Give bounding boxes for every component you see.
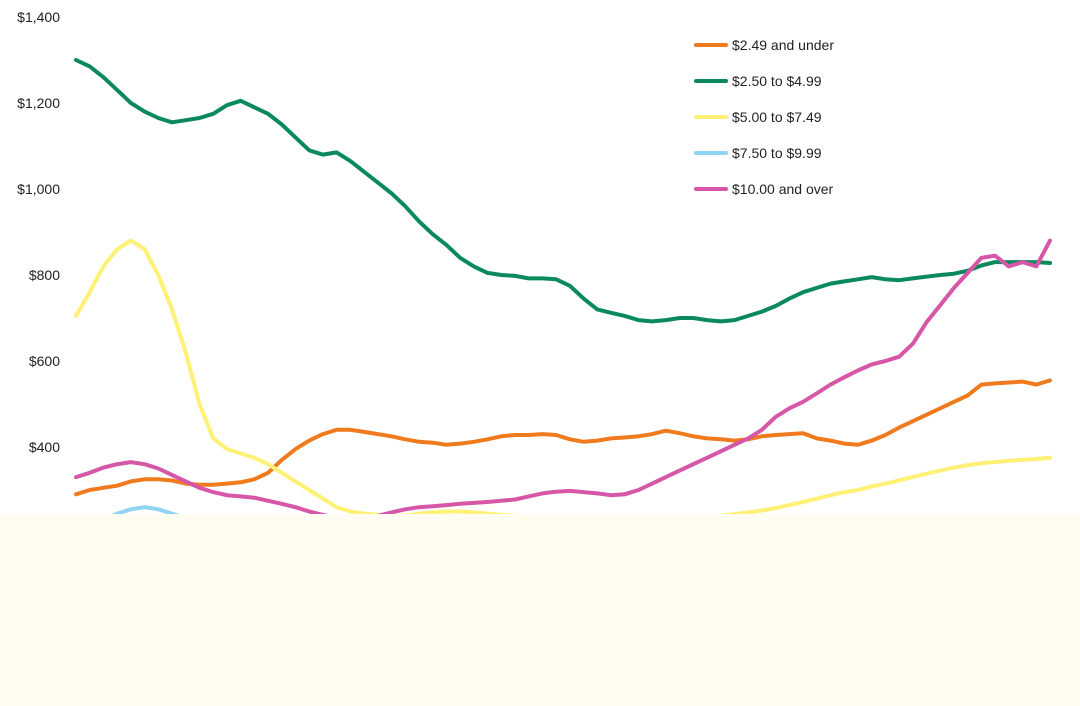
y-tick-label: $1,400 bbox=[17, 9, 60, 25]
series-line-1 bbox=[74, 378, 1052, 497]
y-tick-label: $1,000 bbox=[17, 181, 60, 197]
cropped-overlay bbox=[0, 514, 1080, 706]
y-tick-label: $800 bbox=[29, 267, 60, 283]
series-line-5 bbox=[74, 238, 1052, 523]
y-tick-label: $1,200 bbox=[17, 95, 60, 111]
series-line-2 bbox=[74, 58, 1052, 324]
legend-label: $2.49 and under bbox=[732, 37, 834, 53]
legend-label: $5.00 to $7.49 bbox=[732, 109, 822, 125]
y-tick-label: $400 bbox=[29, 439, 60, 455]
plot-area bbox=[74, 58, 1052, 585]
legend-label: $10.00 and over bbox=[732, 181, 834, 197]
legend-label: $2.50 to $4.99 bbox=[732, 73, 822, 89]
legend: $2.49 and under $2.50 to $4.99 $5.00 to $7… bbox=[694, 37, 834, 197]
legend-label: $7.50 to $9.99 bbox=[732, 145, 822, 161]
y-tick-label: $600 bbox=[29, 353, 60, 369]
y-axis: $1,400$1,200$1,000$800$600$400$200 bbox=[17, 9, 60, 541]
